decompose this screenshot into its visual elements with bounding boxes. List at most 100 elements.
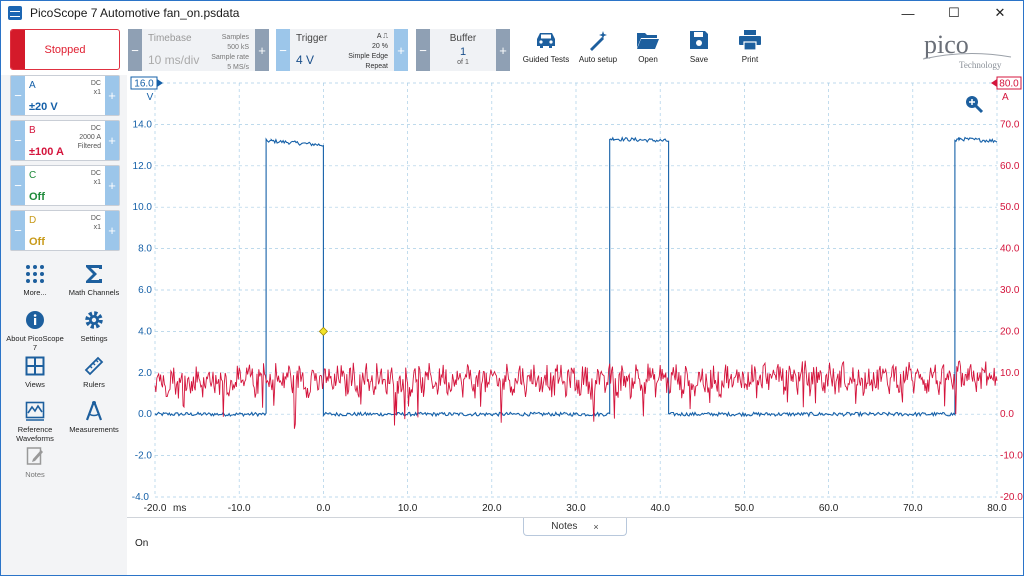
window-title: PicoScope 7 Automotive fan_on.psdata [30,6,240,20]
x-axis-tick-label: 0.0 [316,503,330,514]
scope-view[interactable]: 14.0 12.0 10.0 8.0 6.0 4.0 2.0 0.0 -2.0 16.0 V -4.0… [127,75,1023,517]
left-axis-tick-label: 6.0 [138,285,152,296]
channel-c-range[interactable]: Off [29,191,45,203]
x-axis-tick-label: 60.0 [819,503,839,514]
views-button[interactable]: Views [5,355,65,389]
guided-tests-label: Guided Tests [522,55,570,64]
notes-tab-label: Notes [551,521,578,532]
timebase-samples: Samples 500 kS Sample rate 5 MS/s [211,33,249,73]
x-axis-tick-label: 70.0 [903,503,923,514]
right-axis-marker [991,79,997,87]
channel-d-panel[interactable]: − D DC x1 Off + [10,210,120,251]
notes-close-button[interactable]: × [593,521,599,532]
print-label: Print [741,55,759,64]
more-button[interactable]: More... [5,263,65,297]
zoom-icon[interactable] [966,96,984,114]
auto-setup-button[interactable]: Auto setup [571,28,625,72]
channel-c-decrease-button[interactable]: − [11,166,25,205]
close-button[interactable]: ✕ [994,5,1006,20]
trigger-decrease-button[interactable]: − [276,29,290,71]
sigma-icon [64,263,124,285]
channel-d-range[interactable]: Off [29,236,45,248]
channel-c-panel[interactable]: − C DC x1 Off + [10,165,120,206]
save-button[interactable]: Save [672,28,726,72]
channel-b-range[interactable]: ±100 A [29,146,64,158]
channel-c-name: C [29,170,37,181]
channel-a-probe: x1 [93,89,101,96]
channel-c-probe: x1 [93,179,101,186]
trigger-percent: 20 % [372,43,388,50]
scope-chart[interactable]: 14.0 12.0 10.0 8.0 6.0 4.0 2.0 0.0 -2.0 16.0 V -4.0… [127,75,1023,517]
channel-b-increase-button[interactable]: + [105,121,119,160]
channel-a-decrease-button[interactable]: − [11,76,25,115]
channel-b-panel[interactable]: − B DC 2000 A Filtered ±100 A + [10,120,120,161]
buffer-previous-button[interactable]: − [416,29,430,71]
run-stop-button[interactable]: Stopped [10,29,120,70]
x-axis-tick-label: 10.0 [398,503,418,514]
trigger-label: Trigger [296,33,328,44]
rulers-label: Rulers [83,380,105,389]
notes-text[interactable]: On [135,538,149,549]
about-label: About PicoScope 7 [6,334,64,352]
left-axis-tick-label: 2.0 [138,368,152,379]
notes-tab[interactable]: Notes × [523,518,627,536]
left-axis-tick-label: 8.0 [138,244,152,255]
buffer-group: − Buffer 1 of 1 + [416,29,510,71]
trigger-group: − Trigger 4 V A ⎍ 20 % Simple Edge Repea… [276,29,408,71]
left-axis-tick-label: 12.0 [133,161,153,172]
trigger-level[interactable]: 4 V [296,53,315,67]
math-channels-button[interactable]: Math Channels [64,263,124,297]
channel-b-decrease-button[interactable]: − [11,121,25,160]
channel-a-increase-button[interactable]: + [105,76,119,115]
trigger-marker[interactable] [318,326,328,336]
reference-waveforms-label: Reference Waveforms [16,425,54,443]
left-axis-top-label: 16.0 [134,79,154,90]
x-axis-tick-label: -20.0 [144,503,167,514]
math-channels-label: Math Channels [68,288,120,297]
toolbar: Stopped − Timebase 10 ms/div Samples 500… [1,25,1023,75]
settings-button[interactable]: Settings [64,309,124,343]
buffer-value: 1 [459,46,467,58]
minimize-button[interactable]: — [901,5,915,21]
maximize-button[interactable]: ☐ [948,5,960,20]
channel-a-panel[interactable]: − A DC x1 ±20 V + [10,75,120,116]
settings-label: Settings [80,334,108,343]
buffer-count: of 1 [457,59,469,66]
info-icon [5,309,65,331]
rulers-button[interactable]: Rulers [64,355,124,389]
trigger-details: A ⎍ 20 % Simple Edge Repeat [348,32,388,72]
more-label: More... [23,288,47,297]
reference-waveforms-button[interactable]: Reference Waveforms [5,400,65,443]
timebase-value[interactable]: 10 ms/div [148,53,200,67]
right-axis-tick-label: 0.0 [1000,409,1014,420]
about-button[interactable]: About PicoScope 7 [5,309,65,352]
timebase-increase-button[interactable]: + [255,29,269,71]
channel-b-coupling: DC [90,125,101,132]
trigger-mode: Simple Edge [348,53,388,60]
channel-d-increase-button[interactable]: + [105,211,119,250]
trigger-increase-button[interactable]: + [394,29,408,71]
buffer-next-button[interactable]: + [496,29,510,71]
left-axis-tick-label: 0.0 [138,409,152,420]
views-label: Views [25,380,45,389]
channel-a-info: DC x1 [91,79,101,97]
channel-d-decrease-button[interactable]: − [11,211,25,250]
channel-b-name: B [29,125,36,136]
timebase-decrease-button[interactable]: − [128,29,142,71]
right-axis-tick-label: 50.0 [1000,202,1020,213]
channel-d-probe: x1 [93,224,101,231]
channel-a-range[interactable]: ±20 V [29,101,58,113]
measurements-button[interactable]: Measurements [64,400,124,434]
notes-button[interactable]: Notes [5,445,65,479]
x-axis-tick-label: 40.0 [650,503,670,514]
x-axis-unit: ms [173,503,186,514]
trigger-channel: A [376,33,382,40]
print-button[interactable]: Print [723,28,777,72]
channel-d-info: DC x1 [91,214,101,232]
guided-tests-button[interactable]: Guided Tests [519,28,573,72]
ruler-icon [64,355,124,377]
measurements-label: Measurements [69,425,119,434]
open-button[interactable]: Open [621,28,675,72]
channel-c-increase-button[interactable]: + [105,166,119,205]
calipers-icon [64,400,124,422]
